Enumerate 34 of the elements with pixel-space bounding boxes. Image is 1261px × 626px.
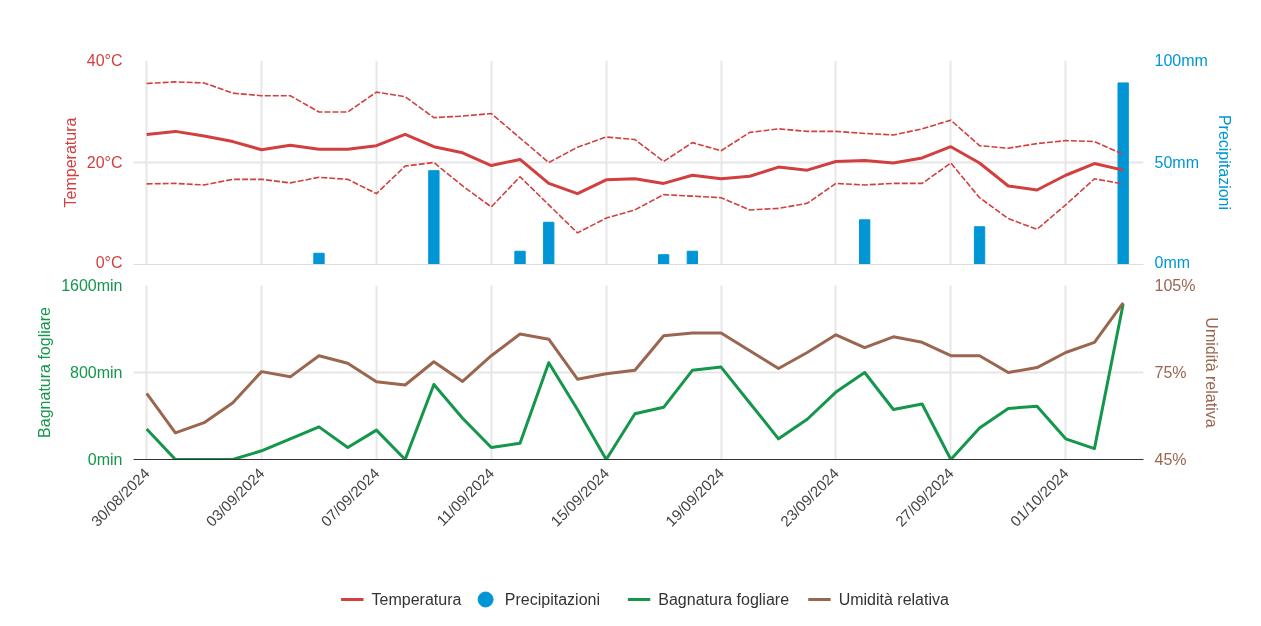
legend-label: Temperatura <box>371 591 462 608</box>
bar <box>514 250 526 265</box>
line-series <box>145 81 1124 164</box>
bar <box>428 170 440 265</box>
bar <box>313 252 325 265</box>
y-tick-label: 800min <box>70 364 123 381</box>
y-tick-label: 40°C <box>86 52 123 69</box>
line-series <box>145 301 1125 435</box>
bar <box>973 226 986 265</box>
legend-label: Umidità relativa <box>838 591 950 608</box>
bar <box>1117 82 1129 265</box>
bar <box>543 221 555 265</box>
y-tick-label: 1600min <box>61 277 123 294</box>
y2-tick-label: 45% <box>1154 451 1187 468</box>
line-series <box>145 302 1125 460</box>
y2-tick-label: 100mm <box>1154 52 1208 69</box>
y-tick-label: 0min <box>87 451 123 468</box>
y-tick-label: 0°C <box>95 253 123 271</box>
line-series <box>145 161 1124 234</box>
y2-tick-label: 50mm <box>1154 154 1199 171</box>
bar <box>686 250 699 265</box>
y2-axis-title: Precipitazioni <box>1215 114 1233 211</box>
y-tick-label: 20°C <box>86 154 123 171</box>
y2-tick-label: 75% <box>1154 364 1187 381</box>
y2-tick-label: 105% <box>1154 277 1196 294</box>
y-axis-title: Temperatura <box>61 117 79 208</box>
legend-label: Precipitazioni <box>504 591 600 608</box>
bar <box>859 219 871 265</box>
y-axis-title: Bagnatura fogliare <box>36 307 54 438</box>
legend-label: Bagnatura fogliare <box>658 591 790 608</box>
y2-axis-title: Umidità relativa <box>1203 317 1221 428</box>
y2-tick-label: 0mm <box>1154 253 1191 271</box>
line-series <box>145 129 1125 196</box>
bar <box>657 254 670 265</box>
